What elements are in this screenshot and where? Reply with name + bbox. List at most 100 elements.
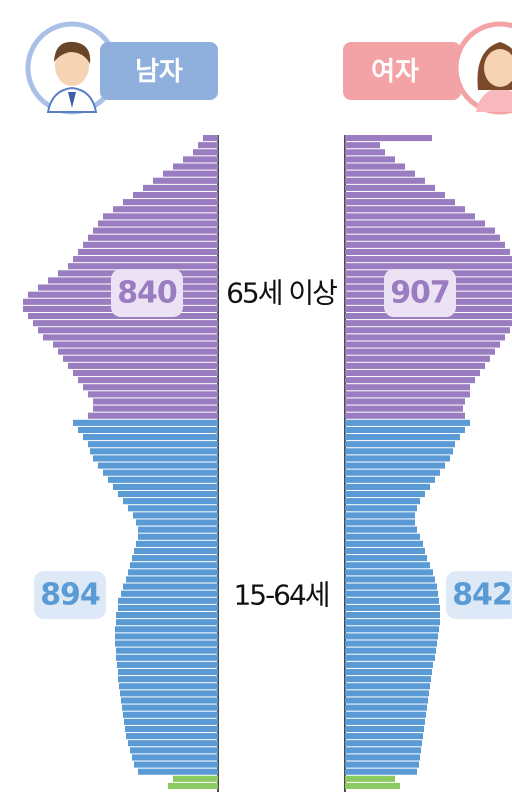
bar <box>118 491 218 497</box>
bar <box>345 640 437 646</box>
bar <box>138 527 218 533</box>
bar <box>203 135 218 141</box>
bar <box>90 448 218 454</box>
bar <box>118 669 218 675</box>
bar <box>345 235 500 241</box>
bar <box>118 605 218 611</box>
bar <box>88 235 218 241</box>
bar <box>345 220 485 226</box>
bar <box>138 769 218 775</box>
female-avatar <box>456 24 512 112</box>
bar <box>345 406 463 412</box>
bar <box>126 733 218 739</box>
bar <box>345 356 490 362</box>
bar <box>123 199 218 205</box>
bar <box>345 363 485 369</box>
bar <box>138 534 218 540</box>
bar <box>33 320 218 326</box>
bar <box>123 584 218 590</box>
bar <box>115 626 218 632</box>
bar <box>345 776 395 782</box>
bar <box>345 349 495 355</box>
bar <box>345 463 445 469</box>
bar <box>345 569 433 575</box>
bar <box>130 562 218 568</box>
bar <box>53 341 218 347</box>
bar <box>345 228 495 234</box>
bar <box>134 762 218 768</box>
bar <box>345 527 417 533</box>
bar <box>83 242 218 248</box>
bar <box>118 676 218 682</box>
bar <box>93 398 218 404</box>
bar <box>38 327 218 333</box>
bar <box>345 655 435 661</box>
bar <box>345 605 440 611</box>
bar <box>68 363 218 369</box>
bar <box>345 719 425 725</box>
bar <box>345 555 427 561</box>
bar <box>78 249 218 255</box>
bar <box>133 192 218 198</box>
bar <box>93 455 218 461</box>
bar <box>103 470 218 476</box>
bar <box>345 669 432 675</box>
bar <box>345 341 500 347</box>
bar <box>153 178 218 184</box>
bar <box>133 512 218 518</box>
bar <box>345 242 505 248</box>
bar <box>73 420 218 426</box>
bar <box>345 519 415 525</box>
bar <box>58 349 218 355</box>
bar <box>345 783 400 789</box>
bar <box>121 591 218 597</box>
bar <box>345 441 455 447</box>
bar <box>119 683 218 689</box>
bar <box>63 356 218 362</box>
bar <box>198 142 218 148</box>
bar <box>345 448 453 454</box>
bar <box>345 163 405 169</box>
bar <box>116 648 218 654</box>
bar <box>345 541 423 547</box>
bar <box>345 740 422 746</box>
bar <box>345 420 470 426</box>
bar <box>345 185 435 191</box>
total-label: 842 <box>452 578 512 613</box>
bar <box>193 149 218 155</box>
bar <box>345 619 440 625</box>
bar <box>124 719 218 725</box>
bar <box>345 171 415 177</box>
legend-label: 여자 <box>371 57 419 87</box>
bar <box>136 541 218 547</box>
bar <box>345 498 420 504</box>
bar <box>93 406 218 412</box>
bar <box>68 263 218 269</box>
bar <box>345 413 465 419</box>
legend-label: 남자 <box>135 57 183 87</box>
bar <box>345 249 510 255</box>
bar <box>103 213 218 219</box>
bar <box>345 149 385 155</box>
bar <box>132 555 218 561</box>
bar <box>345 327 510 333</box>
total-label: 894 <box>40 578 100 613</box>
bar <box>122 705 218 711</box>
bar <box>123 712 218 718</box>
bar <box>345 747 421 753</box>
bar <box>345 213 475 219</box>
bar <box>345 562 430 568</box>
bar <box>125 726 218 732</box>
bar <box>345 398 465 404</box>
bar <box>345 633 438 639</box>
bar <box>128 740 218 746</box>
bar <box>345 591 438 597</box>
bar <box>128 569 218 575</box>
bar <box>345 178 425 184</box>
group-label: 15-64세 <box>233 579 328 612</box>
bar <box>345 470 440 476</box>
bar <box>43 334 218 340</box>
bar <box>163 171 218 177</box>
bar <box>345 534 420 540</box>
bar <box>345 648 436 654</box>
